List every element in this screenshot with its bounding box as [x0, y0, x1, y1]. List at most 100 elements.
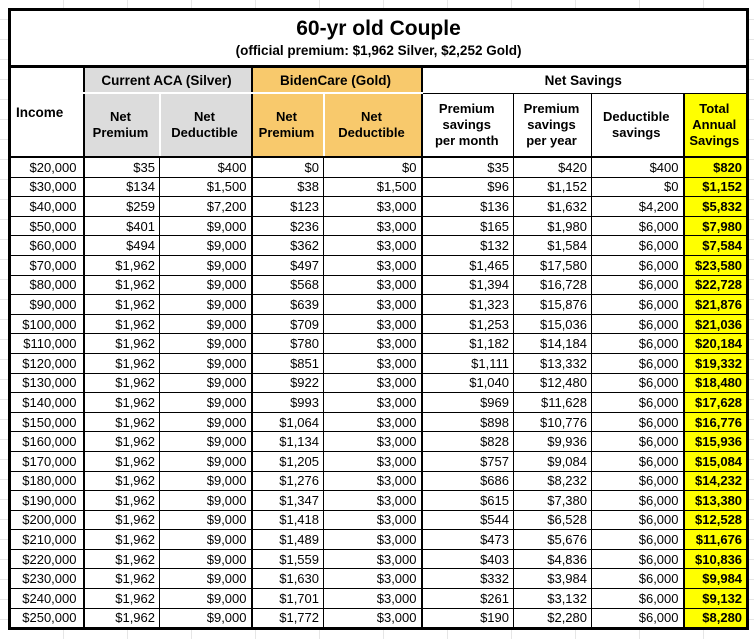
data-cell: $400: [591, 155, 684, 178]
total-savings-cell: $9,132: [682, 588, 749, 609]
table-row: $20,000 $35 $400 $0 $0 $35 $420 $400 $820: [9, 155, 749, 178]
group-header-bidencare-gold: BidenCare (Gold): [250, 66, 422, 94]
data-cell: $1,182: [420, 333, 514, 354]
total-savings-cell: $21,036: [682, 313, 749, 335]
data-cell: $9,000: [159, 529, 252, 550]
data-cell: $1,962: [82, 274, 160, 296]
data-cell: $1,632: [513, 196, 592, 217]
data-cell: $1,701: [250, 588, 324, 609]
data-cell: $6,000: [591, 352, 684, 374]
data-cell: $35: [82, 155, 160, 178]
data-cell: $123: [250, 196, 324, 217]
data-cell: $828: [420, 431, 514, 452]
data-cell: $3,000: [323, 548, 422, 570]
data-cell: $6,000: [591, 235, 684, 256]
data-cell: $9,000: [159, 235, 252, 256]
data-cell: $9,000: [159, 392, 252, 413]
data-cell: $3,984: [513, 568, 592, 590]
data-cell: $497: [250, 254, 324, 276]
table-row: $250,000 $1,962 $9,000 $1,772 $3,000 $190 $2,2…: [9, 607, 749, 630]
total-savings-cell: $12,528: [682, 509, 749, 531]
income-cell: $80,000: [9, 274, 84, 296]
data-cell: $898: [420, 411, 514, 433]
data-cell: $1,962: [82, 548, 160, 570]
col-header-gold-net-deductible: Net Deductible: [322, 92, 422, 158]
total-savings-cell: $7,584: [682, 235, 749, 256]
data-cell: $1,962: [82, 372, 160, 394]
data-cell: $6,000: [591, 548, 684, 570]
table-row: $50,000 $401 $9,000 $236 $3,000 $165 $1,980 $6,…: [9, 215, 749, 237]
data-cell: $969: [420, 392, 514, 413]
data-cell: $6,000: [591, 392, 684, 413]
table-row: $200,000 $1,962 $9,000 $1,418 $3,000 $544 $6,5…: [9, 509, 749, 531]
income-cell: $130,000: [9, 372, 84, 394]
data-cell: $3,000: [323, 588, 422, 609]
data-cell: $8,232: [513, 470, 592, 492]
income-cell: $210,000: [9, 529, 84, 550]
data-cell: $9,084: [513, 450, 592, 472]
data-cell: $261: [420, 588, 514, 609]
total-savings-cell: $14,232: [682, 470, 749, 492]
data-cell: $3,000: [323, 568, 422, 590]
data-cell: $3,000: [323, 529, 422, 550]
data-cell: $1,962: [82, 568, 160, 590]
data-cell: $1,465: [420, 254, 514, 276]
data-cell: $7,380: [513, 490, 592, 511]
data-cell: $0: [591, 176, 684, 198]
income-cell: $50,000: [9, 215, 84, 237]
data-cell: $332: [420, 568, 514, 590]
data-cell: $1,962: [82, 313, 160, 335]
data-cell: $165: [420, 215, 514, 237]
table-row: $110,000 $1,962 $9,000 $780 $3,000 $1,182 $14,…: [9, 333, 749, 354]
data-cell: $1,962: [82, 352, 160, 374]
data-cell: $6,000: [591, 254, 684, 276]
data-cell: $13,332: [513, 352, 592, 374]
data-cell: $190: [420, 607, 514, 630]
data-cell: $473: [420, 529, 514, 550]
data-cell: $12,480: [513, 372, 592, 394]
table-row: $30,000 $134 $1,500 $38 $1,500 $96 $1,152 $0 $1,…: [9, 176, 749, 198]
data-cell: $3,000: [323, 235, 422, 256]
group-header-row: Income Current ACA (Silver) BidenCare (G…: [9, 66, 749, 158]
col-header-total-annual-savings: Total Annual Savings: [682, 92, 749, 158]
data-cell: $9,000: [159, 333, 252, 354]
income-cell: $100,000: [9, 313, 84, 335]
data-cell: $3,000: [323, 411, 422, 433]
data-cell: $757: [420, 450, 514, 472]
total-savings-cell: $1,152: [682, 176, 749, 198]
total-savings-cell: $16,776: [682, 411, 749, 433]
data-cell: $1,962: [82, 392, 160, 413]
income-cell: $20,000: [9, 155, 84, 178]
data-cell: $1,253: [420, 313, 514, 335]
data-cell: $6,000: [591, 313, 684, 335]
data-cell: $3,000: [323, 607, 422, 630]
data-cell: $851: [250, 352, 324, 374]
table-row: $210,000 $1,962 $9,000 $1,489 $3,000 $473 $5,6…: [9, 529, 749, 550]
data-cell: $1,962: [82, 588, 160, 609]
data-cell: $1,962: [82, 254, 160, 276]
table-row: $60,000 $494 $9,000 $362 $3,000 $132 $1,584 $6,…: [9, 235, 749, 256]
data-cell: $709: [250, 313, 324, 335]
data-cell: $568: [250, 274, 324, 296]
data-cell: $9,000: [159, 568, 252, 590]
data-cell: $544: [420, 509, 514, 531]
data-cell: $0: [323, 155, 422, 178]
data-cell: $132: [420, 235, 514, 256]
table-body: $20,000 $35 $400 $0 $0 $35 $420 $400 $820 $30,000…: [9, 155, 749, 630]
data-cell: $3,000: [323, 215, 422, 237]
data-cell: $3,000: [323, 450, 422, 472]
data-cell: $3,000: [323, 490, 422, 511]
total-savings-cell: $20,184: [682, 333, 749, 354]
income-cell: $240,000: [9, 588, 84, 609]
data-cell: $362: [250, 235, 324, 256]
total-savings-cell: $21,876: [682, 294, 749, 315]
data-cell: $3,000: [323, 294, 422, 315]
data-cell: $9,000: [159, 294, 252, 315]
total-savings-cell: $7,980: [682, 215, 749, 237]
data-cell: $136: [420, 196, 514, 217]
data-cell: $9,000: [159, 450, 252, 472]
data-cell: $1,962: [82, 450, 160, 472]
data-cell: $1,962: [82, 294, 160, 315]
data-cell: $6,000: [591, 490, 684, 511]
table-row: $170,000 $1,962 $9,000 $1,205 $3,000 $757 $9,0…: [9, 450, 749, 472]
